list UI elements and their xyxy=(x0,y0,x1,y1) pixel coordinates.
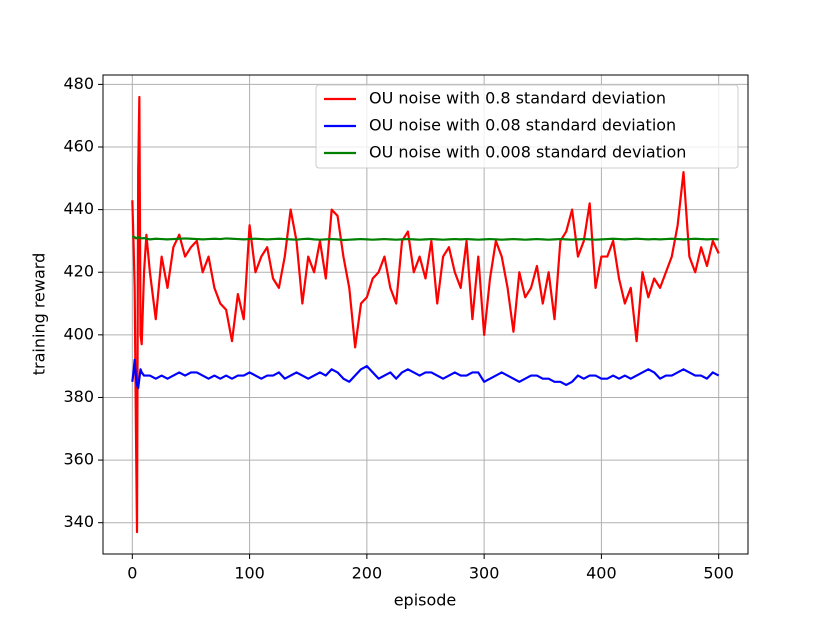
line-series xyxy=(131,358,720,390)
legend-box xyxy=(315,84,739,169)
x-tick-label: 200 xyxy=(352,564,383,583)
y-tick-label: 400 xyxy=(63,324,94,343)
x-tick-label: 0 xyxy=(127,564,137,583)
x-tick-label: 400 xyxy=(586,564,617,583)
y-tick-label: 420 xyxy=(63,262,94,281)
x-tick-label: 300 xyxy=(469,564,500,583)
y-tick-label: 340 xyxy=(63,512,94,531)
x-tick-label: 500 xyxy=(703,564,734,583)
y-tick-label: 480 xyxy=(63,74,94,93)
legend-label: OU noise with 0.08 standard deviation xyxy=(369,116,676,135)
y-tick-label: 360 xyxy=(63,450,94,469)
y-axis-label: training reward xyxy=(30,253,49,375)
y-tick-label: 380 xyxy=(63,387,94,406)
legend: OU noise with 0.8 standard deviation OU n… xyxy=(315,84,739,169)
line-series xyxy=(131,95,720,534)
x-axis-label: episode xyxy=(394,591,457,610)
plot-frame xyxy=(102,74,749,555)
legend-label: OU noise with 0.8 standard deviation xyxy=(369,89,666,108)
legend-label: OU noise with 0.008 standard deviation xyxy=(369,143,686,162)
y-tick-label: 440 xyxy=(63,199,94,218)
line-series xyxy=(131,235,719,242)
x-tick-label: 100 xyxy=(234,564,265,583)
y-tick-label: 460 xyxy=(63,137,94,156)
